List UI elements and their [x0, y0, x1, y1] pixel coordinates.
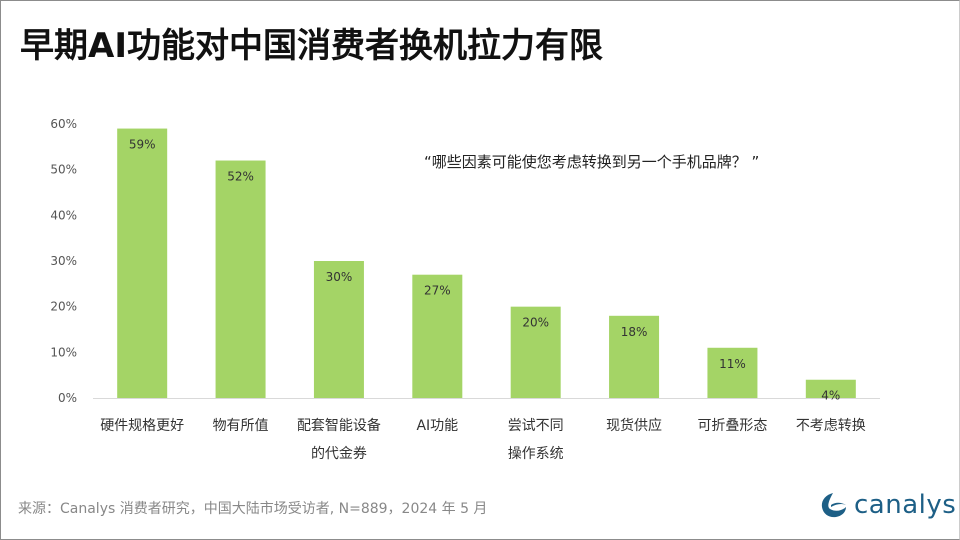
bar — [510, 306, 561, 398]
y-tick-label: 10% — [50, 345, 77, 359]
bar — [313, 261, 364, 398]
data-label: 11% — [719, 357, 746, 371]
category-label: 硬件规格更好 — [100, 418, 184, 434]
bar — [805, 379, 856, 398]
data-label: 30% — [326, 270, 353, 284]
y-tick-label: 50% — [50, 163, 77, 177]
category-label: 尝试不同 — [508, 418, 564, 434]
data-label: 27% — [424, 284, 451, 298]
category-label: 可折叠形态 — [697, 418, 767, 434]
data-label: 4% — [821, 389, 840, 403]
data-label: 18% — [621, 325, 648, 339]
category-label: 配套智能设备 — [297, 417, 381, 434]
y-tick-label: 0% — [58, 391, 77, 405]
canalys-logo-text: canalys — [854, 490, 957, 520]
canalys-logo-icon — [821, 493, 846, 518]
data-label: 59% — [129, 138, 156, 152]
data-label: 20% — [522, 316, 549, 330]
y-tick-label: 30% — [50, 254, 77, 268]
bar — [707, 347, 758, 398]
category-label: 操作系统 — [508, 446, 564, 462]
category-label: 现货供应 — [606, 417, 662, 434]
bar — [117, 128, 168, 399]
y-tick-label: 60% — [50, 117, 77, 131]
bar — [609, 315, 660, 398]
data-label: 52% — [227, 170, 254, 184]
source-note: 来源：Canalys 消费者研究，中国大陆市场受访者, N=889，2024 年… — [18, 501, 488, 517]
category-label: 物有所值 — [213, 418, 269, 434]
page-title: 早期AI功能对中国消费者换机拉力有限 — [20, 26, 603, 66]
bar — [412, 274, 463, 398]
bar — [215, 160, 266, 398]
y-tick-label: 20% — [50, 300, 77, 314]
category-label: 的代金券 — [311, 446, 367, 462]
canalys-logo: canalys — [818, 490, 956, 520]
category-label: 不考虑转换 — [796, 417, 866, 434]
survey-question: “哪些因素可能使您考虑转换到另一个手机品牌？ ” — [424, 153, 760, 171]
category-label: AI功能 — [416, 418, 458, 434]
y-tick-label: 40% — [50, 208, 77, 222]
